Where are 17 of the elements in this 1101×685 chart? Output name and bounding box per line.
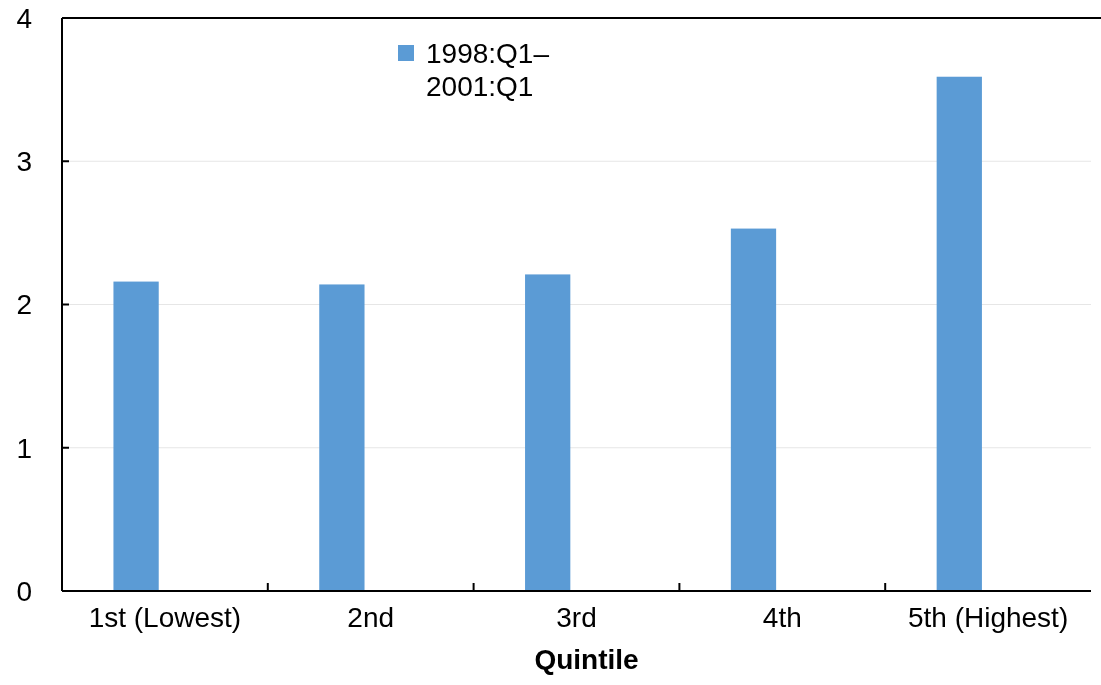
x-tick-label: 1st (Lowest) <box>88 602 242 633</box>
bar <box>319 284 365 591</box>
bar <box>525 274 571 591</box>
x-tick-label: 3rd <box>556 602 597 633</box>
x-axis-title: Quintile <box>534 644 639 675</box>
bar <box>730 228 777 591</box>
y-tick-label: 2 <box>16 289 32 321</box>
y-tick-label: 1 <box>16 432 32 464</box>
bar <box>113 281 159 591</box>
y-tick-label: 3 <box>16 146 32 178</box>
x-tick-label: 5th (Highest) <box>907 602 1069 633</box>
bar <box>936 76 982 591</box>
y-tick-label: 4 <box>16 2 32 34</box>
x-tick-label: 2nd <box>347 602 395 633</box>
x-tick-label: 4th <box>762 602 802 633</box>
y-tick-label: 0 <box>16 575 32 607</box>
legend-label: 1998:Q1–2001:Q1 <box>426 37 550 103</box>
